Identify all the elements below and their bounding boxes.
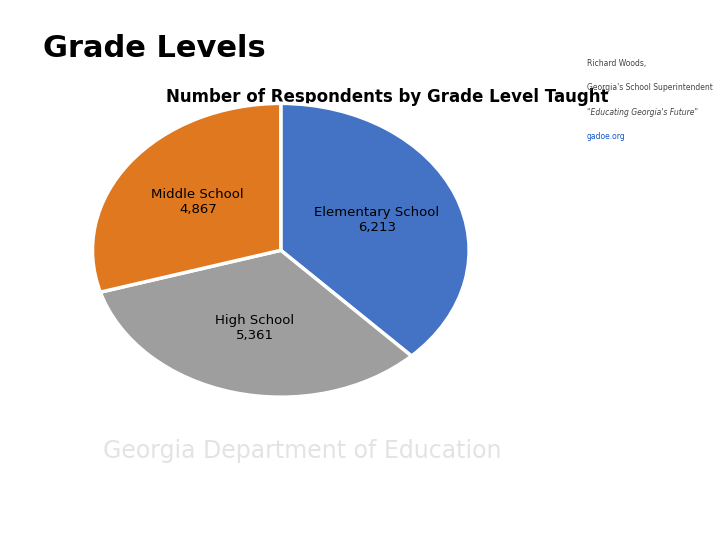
- Text: Elementary School
6,213: Elementary School 6,213: [314, 206, 439, 234]
- Wedge shape: [100, 250, 412, 397]
- Wedge shape: [92, 103, 281, 292]
- Text: Richard Woods,: Richard Woods,: [587, 59, 646, 68]
- Text: High School
5,361: High School 5,361: [215, 314, 294, 342]
- Text: "Educating Georgia's Future": "Educating Georgia's Future": [587, 108, 698, 117]
- Text: Grade Levels: Grade Levels: [43, 34, 266, 63]
- Text: gadoe.org: gadoe.org: [587, 132, 626, 141]
- Text: Georgia's School Superintendent: Georgia's School Superintendent: [587, 83, 713, 92]
- Text: Georgia Department of Education: Georgia Department of Education: [103, 438, 502, 463]
- Wedge shape: [281, 103, 469, 356]
- Text: Number of Respondents by Grade Level Taught: Number of Respondents by Grade Level Tau…: [166, 88, 608, 106]
- Text: Middle School
4,867: Middle School 4,867: [151, 188, 244, 216]
